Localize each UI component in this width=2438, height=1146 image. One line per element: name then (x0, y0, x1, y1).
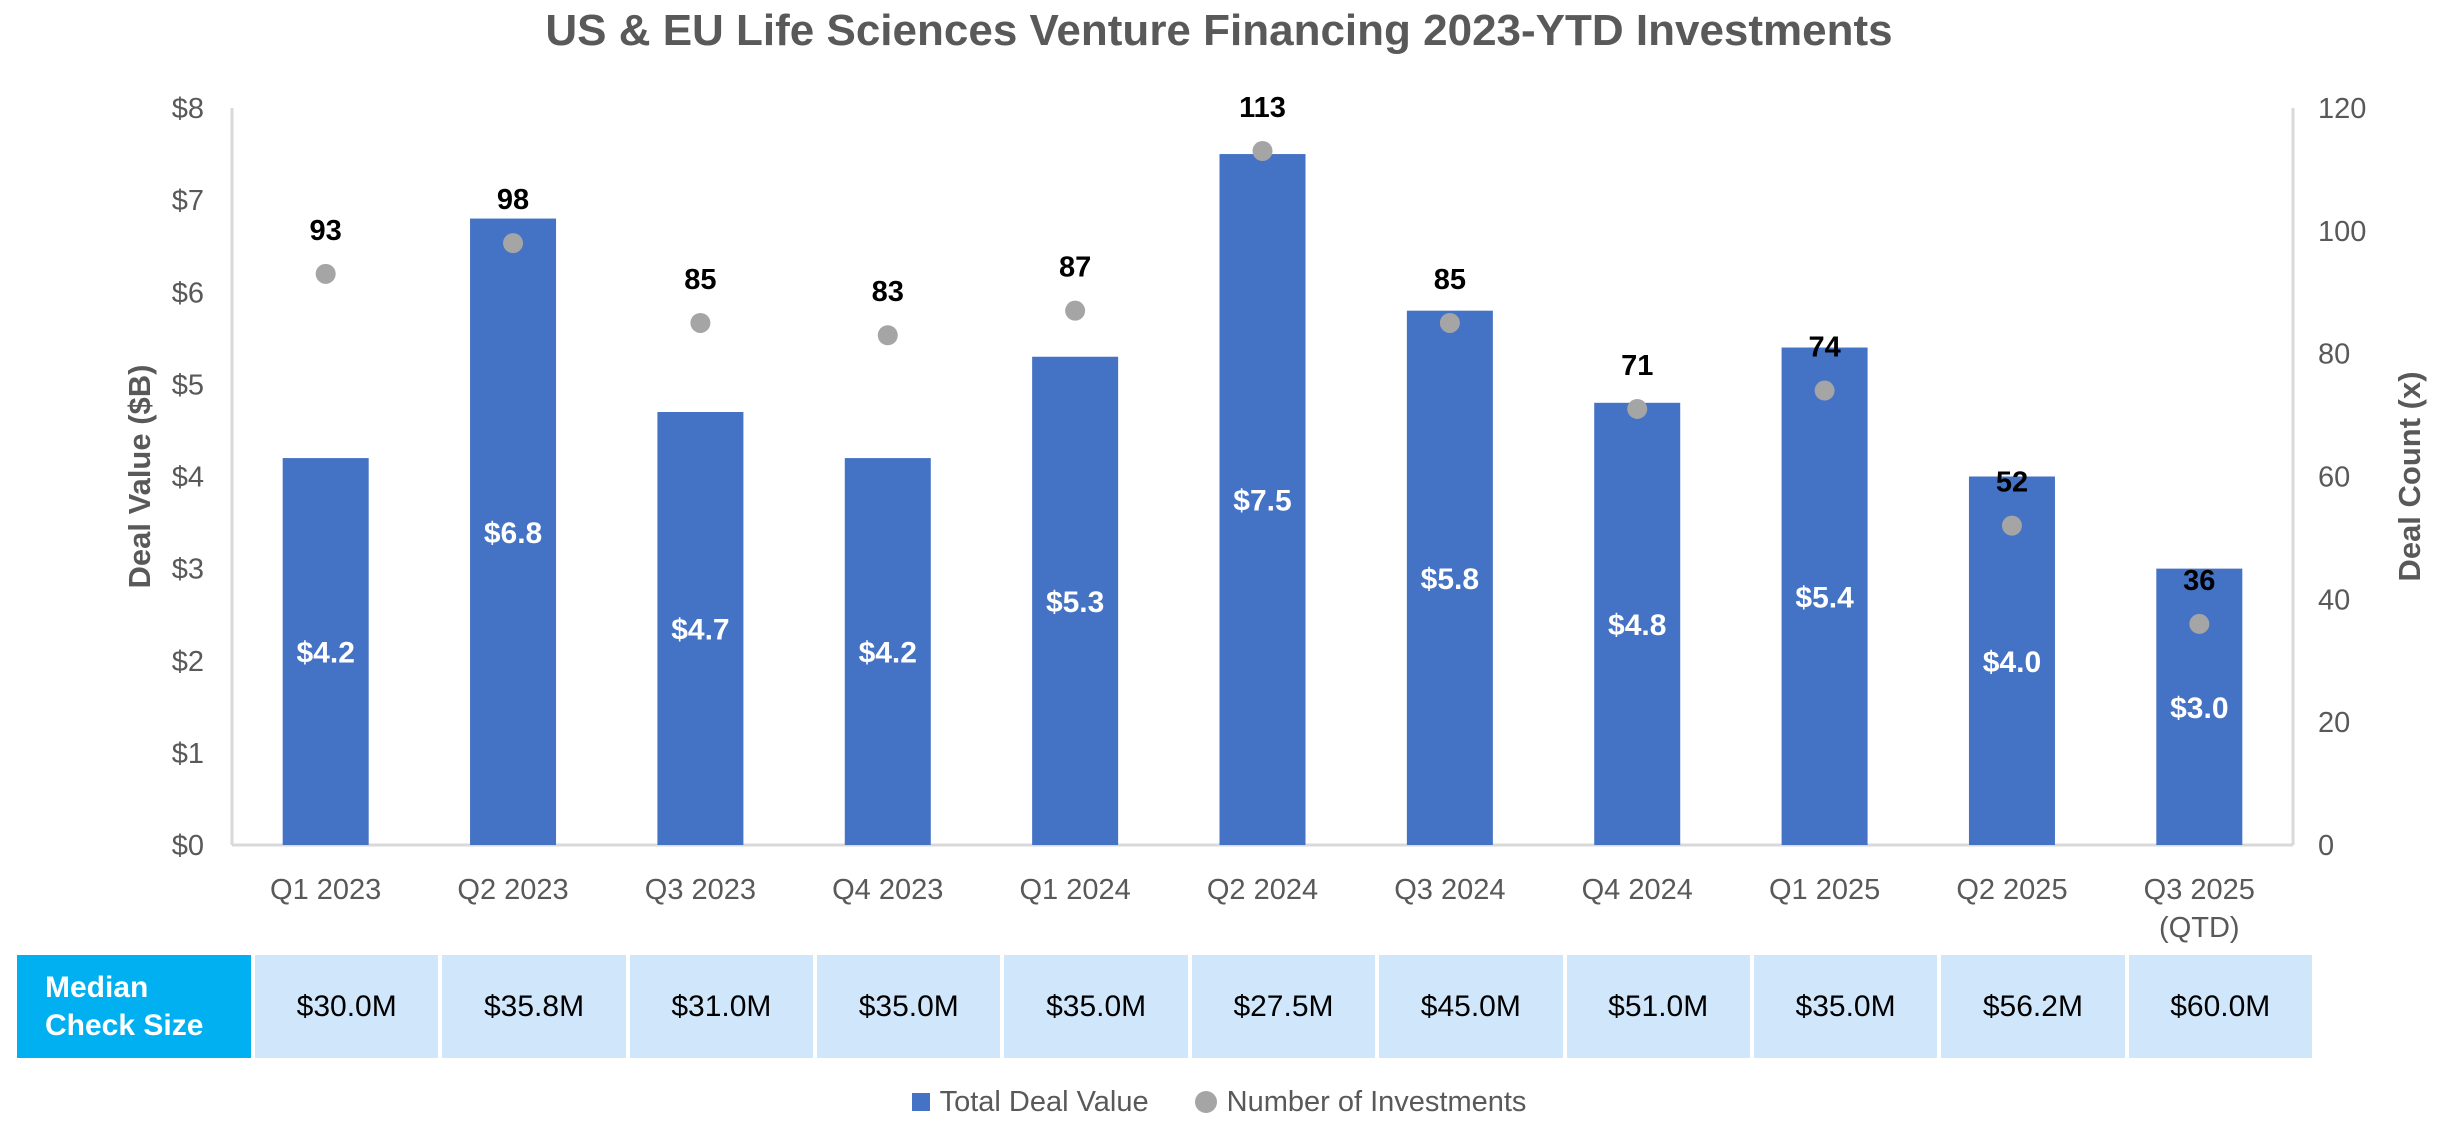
legend-dot-label: Number of Investments (1226, 1085, 1527, 1118)
bar (1406, 310, 1493, 845)
y-tick-label-left: $2 (172, 646, 204, 678)
x-tick-label: Q2 2025 (1956, 874, 2067, 906)
x-tick-label: Q4 2023 (832, 874, 943, 906)
y-tick-label-left: $6 (172, 277, 204, 309)
x-tick-label: Q1 2024 (1020, 874, 1131, 906)
plot-area: $0 $1 $2 $3 $4 $5 $6 $7 $8 0 20 40 60 80 100 120 Deal Va… (122, 92, 2427, 944)
bar-value-label: $4.0 (1983, 646, 2041, 679)
median-check-size-table: Median Check Size $30.0M $35.8M $31.0M $… (17, 955, 2312, 1058)
data-point-label: 74 (1808, 332, 1840, 364)
x-tick-label: Q3 2024 (1394, 874, 1505, 906)
y-tick-label-left: $5 (172, 369, 204, 401)
bar-value-label: $4.2 (859, 637, 917, 670)
legend-item-investments: Number of Investments (1194, 1085, 1527, 1119)
y-tick-label-right: 80 (2318, 339, 2350, 371)
y-tick-label-left: $4 (172, 462, 204, 494)
data-point-label: 36 (2183, 565, 2215, 597)
data-point (877, 325, 898, 346)
x-tick-label: Q2 2023 (457, 874, 568, 906)
bar (657, 412, 744, 845)
median-cell: $35.0M (1749, 955, 1938, 1058)
data-point-label: 93 (310, 215, 342, 247)
x-tick-label: (QTD) (2159, 912, 2240, 944)
bar (1781, 347, 1868, 845)
bar (1219, 154, 1306, 845)
bar-value-label: $6.8 (484, 517, 542, 550)
data-point (1627, 398, 1648, 419)
x-tick-label: Q2 2024 (1207, 874, 1318, 906)
data-point (1065, 300, 1086, 321)
data-point-label: 85 (684, 264, 716, 296)
median-cell: $35.8M (438, 955, 626, 1058)
y-tick-label-right: 40 (2318, 584, 2350, 616)
data-point-label: 71 (1621, 350, 1653, 382)
y-tick-label-left: $3 (172, 554, 204, 586)
data-point (690, 312, 711, 333)
bar (1032, 356, 1119, 845)
median-label-line2: Check Size (45, 1008, 204, 1042)
y-tick-label-right: 0 (2318, 830, 2334, 862)
y-tick-label-right: 60 (2318, 462, 2350, 494)
data-point (503, 233, 524, 254)
y-tick-label-left: $8 (172, 93, 204, 125)
chart-title: US & EU Life Sciences Venture Financing … (545, 6, 1893, 55)
y-axis-title-left: Deal Value ($B) (122, 365, 157, 589)
bar-value-label: $4.8 (1608, 609, 1666, 642)
median-cell: $35.0M (813, 955, 1001, 1058)
bar-value-label: $3.0 (2170, 692, 2228, 725)
median-cell: $35.0M (1000, 955, 1188, 1058)
x-tick-label: Q1 2023 (270, 874, 381, 906)
median-table-label: Median Check Size (17, 955, 251, 1058)
median-cell: $30.0M (251, 955, 439, 1058)
bar-value-label: $4.7 (671, 614, 729, 647)
bar (1594, 402, 1681, 845)
bar (844, 458, 931, 845)
median-cell: $45.0M (1375, 955, 1563, 1058)
data-point-label: 83 (872, 276, 904, 308)
y-tick-label-right: 120 (2318, 93, 2366, 125)
legend: Total Deal Value Number of Investments (0, 1082, 2438, 1122)
data-point-label: 113 (1239, 92, 1286, 124)
y-tick-label-left: $0 (172, 830, 204, 862)
data-point (1252, 140, 1273, 161)
data-point (315, 263, 336, 284)
x-tick-label: Q3 2025 (2144, 874, 2255, 906)
bar-value-label: $5.4 (1795, 581, 1854, 614)
bar-value-label: $5.8 (1421, 563, 1479, 596)
data-point-label: 98 (497, 184, 529, 216)
data-point (2189, 613, 2210, 634)
data-point-label: 85 (1434, 264, 1466, 296)
y-tick-label-left: $7 (172, 185, 204, 217)
x-tick-label: Q3 2023 (645, 874, 756, 906)
data-point (2001, 515, 2022, 536)
legend-dot-swatch (1194, 1091, 1217, 1113)
data-point (1439, 312, 1460, 333)
data-point-label: 52 (1996, 467, 2028, 499)
legend-item-deal-value: Total Deal Value (911, 1085, 1149, 1119)
legend-bar-swatch (911, 1093, 930, 1111)
median-cell: $31.0M (625, 955, 814, 1058)
y-axis-title-right: Deal Count (x) (2392, 371, 2427, 581)
bar (470, 218, 557, 846)
legend-bar-label: Total Deal Value (939, 1085, 1149, 1118)
bar-value-label: $4.2 (296, 637, 354, 670)
median-label-line1: Median (45, 970, 149, 1004)
bar-value-label: $7.5 (1233, 485, 1291, 518)
y-tick-label-right: 20 (2318, 707, 2350, 739)
data-point-label: 87 (1059, 252, 1091, 284)
data-point (1814, 380, 1835, 401)
median-cell: $60.0M (2124, 955, 2312, 1058)
bar (282, 458, 369, 845)
median-cell: $56.2M (1937, 955, 2125, 1058)
y-tick-label-left: $1 (172, 738, 204, 770)
median-cell: $27.5M (1187, 955, 1376, 1058)
bar (1968, 476, 2055, 845)
y-tick-label-right: 100 (2318, 216, 2366, 248)
x-tick-label: Q4 2024 (1582, 874, 1693, 906)
median-cell: $51.0M (1562, 955, 1750, 1058)
bar-value-label: $5.3 (1046, 586, 1104, 619)
x-tick-label: Q1 2025 (1769, 874, 1880, 906)
